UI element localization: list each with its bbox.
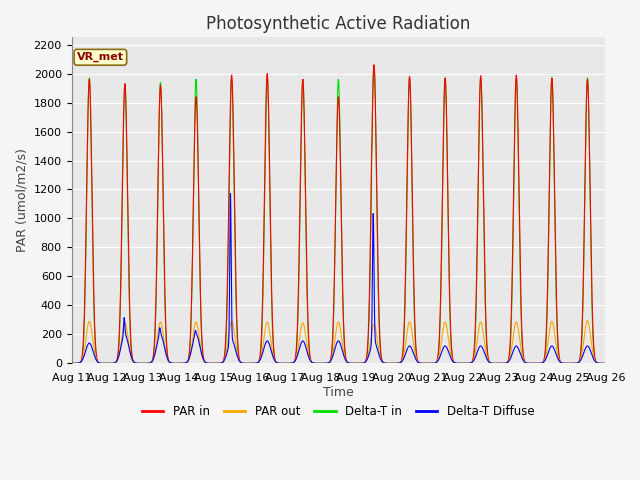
- Y-axis label: PAR (umol/m2/s): PAR (umol/m2/s): [15, 148, 28, 252]
- Text: VR_met: VR_met: [77, 52, 124, 62]
- Legend: PAR in, PAR out, Delta-T in, Delta-T Diffuse: PAR in, PAR out, Delta-T in, Delta-T Dif…: [138, 400, 540, 423]
- X-axis label: Time: Time: [323, 386, 354, 399]
- Title: Photosynthetic Active Radiation: Photosynthetic Active Radiation: [206, 15, 470, 33]
